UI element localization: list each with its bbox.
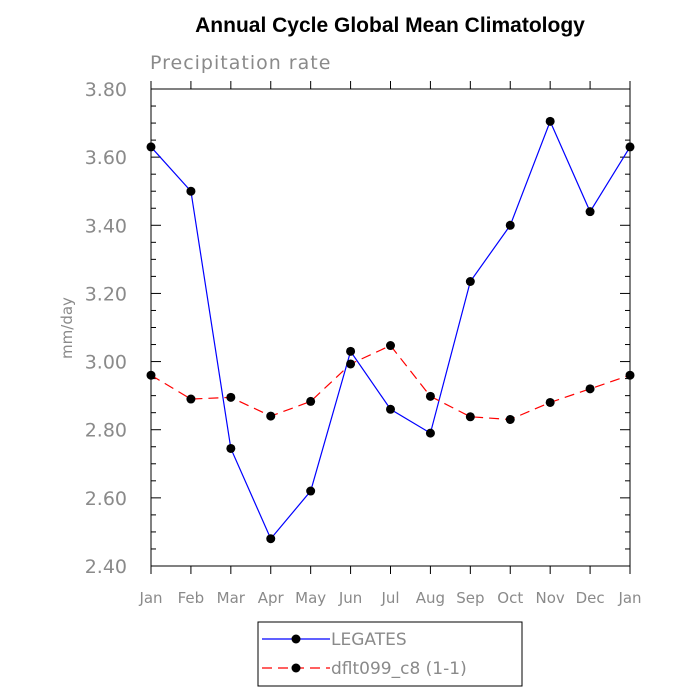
y-tick-label: 2.40 bbox=[85, 556, 127, 578]
plot-frame bbox=[150, 88, 631, 567]
legend-marker-0 bbox=[291, 634, 301, 644]
x-tick-label: Nov bbox=[536, 589, 565, 607]
data-point-1-11 bbox=[585, 384, 595, 394]
y-tick-label: 3.20 bbox=[85, 283, 127, 305]
data-point-0-3 bbox=[266, 534, 276, 544]
data-point-1-7 bbox=[425, 391, 435, 401]
data-point-0-11 bbox=[585, 207, 595, 217]
series-layer bbox=[146, 116, 635, 544]
data-point-0-2 bbox=[226, 443, 236, 453]
data-point-1-9 bbox=[505, 414, 515, 424]
data-point-0-0 bbox=[146, 142, 156, 152]
y-tick-label: 2.60 bbox=[85, 488, 127, 510]
y-tick-label: 3.60 bbox=[85, 147, 127, 169]
x-tick-label: Dec bbox=[576, 589, 605, 607]
data-point-0-4 bbox=[306, 486, 316, 496]
data-point-0-6 bbox=[386, 404, 395, 414]
data-point-1-12 bbox=[625, 370, 635, 380]
chart-title: Annual Cycle Global Mean Climatology bbox=[195, 14, 585, 37]
x-tick-label: May bbox=[295, 589, 326, 607]
x-tick-label: Mar bbox=[217, 589, 246, 607]
x-tick-label: Oct bbox=[497, 589, 523, 607]
data-point-0-5 bbox=[346, 346, 356, 356]
data-point-1-8 bbox=[465, 412, 475, 422]
legend-marker-1 bbox=[291, 663, 301, 673]
legend-label-0: LEGATES bbox=[331, 630, 407, 650]
x-tick-label: Sep bbox=[456, 589, 484, 607]
x-tick-label: Aug bbox=[416, 589, 445, 607]
data-point-1-5 bbox=[346, 359, 356, 369]
data-point-0-9 bbox=[505, 220, 515, 230]
x-tick-label: Jul bbox=[380, 589, 399, 607]
data-point-1-3 bbox=[266, 411, 276, 421]
data-point-0-10 bbox=[545, 116, 555, 126]
data-point-1-6 bbox=[386, 341, 395, 351]
legend: LEGATES dflt099_c8 (1-1) bbox=[257, 621, 523, 687]
plot-border bbox=[150, 88, 631, 567]
x-tick-label: Jan bbox=[138, 589, 162, 607]
x-tick-label: Apr bbox=[258, 589, 285, 607]
data-point-1-1 bbox=[186, 394, 196, 404]
y-tick-label: 3.00 bbox=[85, 352, 127, 374]
data-point-0-12 bbox=[625, 142, 635, 152]
data-point-0-1 bbox=[186, 186, 196, 196]
chart-subtitle: Precipitation rate bbox=[150, 52, 331, 74]
x-tick-label: Feb bbox=[178, 589, 205, 607]
x-axis-ticks: Jan Feb Mar Apr May Jun Jul Aug Sep Oct Nov Dec Jan bbox=[138, 81, 642, 607]
data-point-1-0 bbox=[146, 370, 156, 380]
data-point-0-8 bbox=[465, 277, 475, 287]
data-point-1-4 bbox=[306, 396, 316, 406]
data-point-1-2 bbox=[226, 392, 236, 402]
y-axis-label: mm/day bbox=[58, 297, 76, 359]
data-point-1-10 bbox=[545, 397, 555, 407]
legend-box bbox=[257, 621, 523, 687]
x-tick-label: Jun bbox=[338, 589, 362, 607]
y-axis-ticks: 2.40 2.60 2.80 3.00 3.20 3.40 3.60 3.80 bbox=[85, 79, 630, 578]
y-tick-label: 3.80 bbox=[85, 79, 127, 101]
y-tick-label: 2.80 bbox=[85, 420, 127, 442]
data-point-0-7 bbox=[425, 428, 435, 438]
legend-label-1: dflt099_c8 (1-1) bbox=[331, 659, 467, 679]
y-tick-label: 3.40 bbox=[85, 215, 127, 237]
series-line-0 bbox=[150, 119, 631, 540]
x-tick-label: Jan bbox=[617, 589, 641, 607]
